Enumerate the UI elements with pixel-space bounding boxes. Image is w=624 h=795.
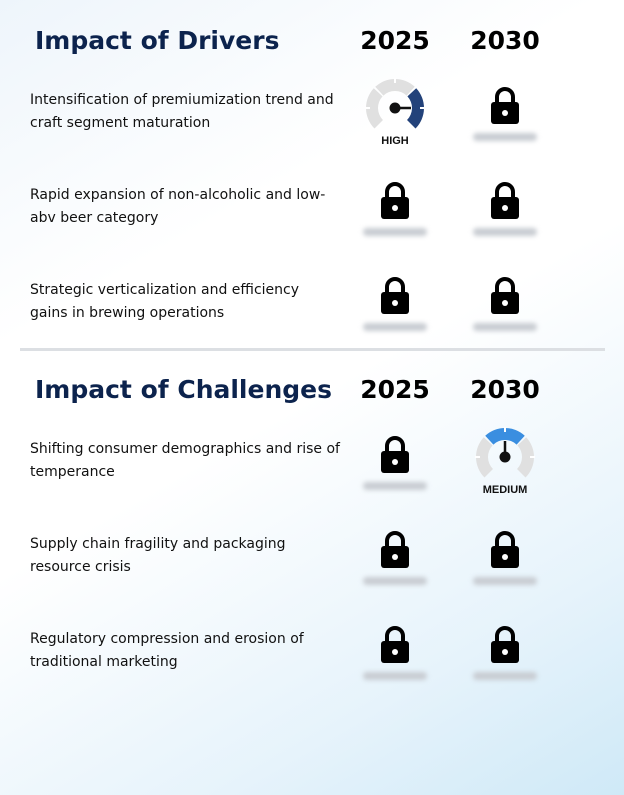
- blurred-value: [473, 228, 537, 236]
- locked-cell[interactable]: [340, 521, 450, 601]
- blurred-value: [363, 482, 427, 490]
- lock-icon: [491, 182, 519, 219]
- lock-icon: [491, 531, 519, 568]
- blurred-value: [363, 672, 427, 680]
- year-2030-header: 2030: [470, 375, 540, 404]
- lock-icon: [491, 277, 519, 314]
- lock-icon: [381, 436, 409, 473]
- locked-cell[interactable]: [340, 616, 450, 696]
- blurred-value: [363, 577, 427, 585]
- impact-row: Rapid expansion of non-alcoholic and low…: [0, 180, 624, 260]
- row-label: Shifting consumer demographics and rise …: [30, 441, 340, 480]
- year-2025-header: 2025: [360, 375, 430, 404]
- locked-cell[interactable]: [340, 172, 450, 252]
- impact-row: Supply chain fragility and packaging res…: [0, 529, 624, 609]
- gauge-icon: [365, 78, 425, 129]
- locked-cell[interactable]: [450, 77, 560, 157]
- gauge-segment: [375, 79, 415, 96]
- drivers-title: Impact of Drivers: [35, 26, 280, 55]
- gauge-segment: [485, 428, 525, 445]
- gauge-label: HIGH: [381, 135, 409, 147]
- locked-cell[interactable]: [340, 426, 450, 506]
- locked-cell[interactable]: [340, 267, 450, 347]
- blurred-value: [473, 133, 537, 141]
- locked-cell[interactable]: [450, 521, 560, 601]
- impact-gauge: HIGH: [340, 77, 450, 157]
- lock-icon: [381, 182, 409, 219]
- blurred-value: [363, 228, 427, 236]
- lock-icon: [381, 626, 409, 663]
- row-label: Rapid expansion of non-alcoholic and low…: [30, 187, 326, 226]
- impact-row: Shifting consumer demographics and rise …: [0, 427, 624, 514]
- section-divider: [20, 348, 605, 351]
- gauge-segment: [517, 437, 534, 478]
- gauge-icon: [475, 427, 535, 478]
- locked-cell[interactable]: [450, 616, 560, 696]
- impact-row: Regulatory compression and erosion of tr…: [0, 624, 624, 704]
- locked-cell[interactable]: [450, 172, 560, 252]
- year-2030-header: 2030: [470, 26, 540, 55]
- row-label: Intensification of premiumization trend …: [30, 92, 334, 131]
- row-label: Supply chain fragility and packaging res…: [30, 536, 286, 575]
- impact-row: Intensification of premiumization trend …: [0, 78, 624, 165]
- row-label: Regulatory compression and erosion of tr…: [30, 631, 304, 670]
- gauge-segment: [366, 88, 383, 129]
- blurred-value: [473, 577, 537, 585]
- gauge-segment: [407, 88, 424, 129]
- row-label: Strategic verticalization and efficiency…: [30, 282, 300, 321]
- lock-icon: [491, 626, 519, 663]
- gauge-segment: [476, 437, 493, 478]
- lock-icon: [491, 87, 519, 124]
- impact-gauge: MEDIUM: [450, 426, 560, 506]
- lock-icon: [381, 277, 409, 314]
- blurred-value: [363, 323, 427, 331]
- year-2025-header: 2025: [360, 26, 430, 55]
- locked-cell[interactable]: [450, 267, 560, 347]
- lock-icon: [381, 531, 409, 568]
- gauge-label: MEDIUM: [482, 484, 528, 496]
- challenges-title: Impact of Challenges: [35, 375, 332, 404]
- blurred-value: [473, 672, 537, 680]
- impact-row: Strategic verticalization and efficiency…: [0, 275, 624, 355]
- blurred-value: [473, 323, 537, 331]
